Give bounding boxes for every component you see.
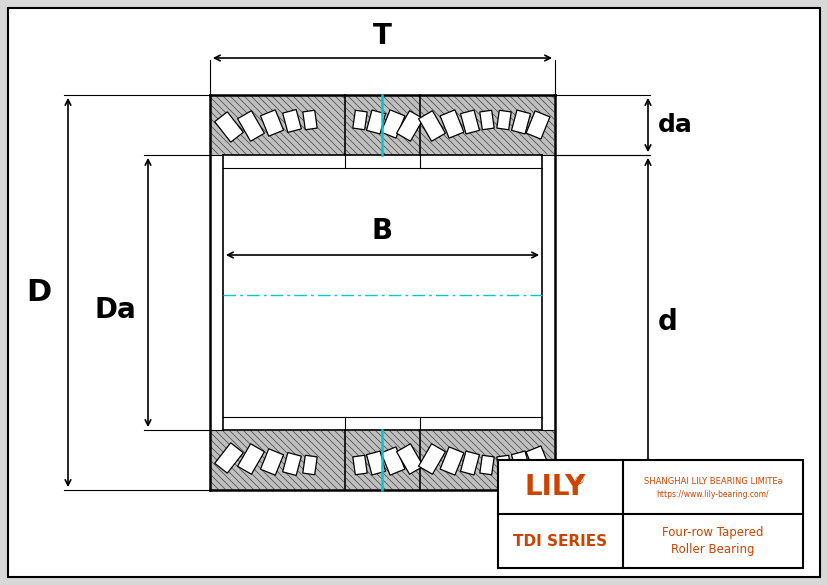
- Polygon shape: [525, 446, 549, 474]
- Polygon shape: [261, 449, 283, 475]
- Polygon shape: [479, 455, 494, 475]
- Polygon shape: [366, 451, 385, 475]
- Text: Da: Da: [94, 297, 136, 325]
- Bar: [210, 430, 345, 490]
- Polygon shape: [460, 451, 479, 475]
- Bar: [210, 95, 345, 155]
- Polygon shape: [352, 110, 366, 130]
- Text: ®: ®: [572, 476, 583, 486]
- Polygon shape: [511, 110, 530, 134]
- Polygon shape: [261, 110, 283, 136]
- Text: LILY: LILY: [524, 473, 586, 501]
- Bar: [345, 430, 419, 490]
- Text: d: d: [657, 308, 677, 336]
- Polygon shape: [511, 451, 530, 475]
- Polygon shape: [418, 444, 445, 474]
- Bar: [419, 95, 554, 155]
- Text: T: T: [373, 22, 391, 50]
- Polygon shape: [352, 455, 366, 475]
- Text: https://www.lily-bearing.com/: https://www.lily-bearing.com/: [656, 490, 768, 499]
- Polygon shape: [237, 111, 264, 141]
- Text: TDI SERIES: TDI SERIES: [513, 534, 607, 549]
- Polygon shape: [303, 455, 317, 475]
- Text: Four-row Tapered
Roller Bearing: Four-row Tapered Roller Bearing: [662, 526, 762, 556]
- Bar: [497, 460, 802, 568]
- Polygon shape: [214, 112, 243, 142]
- Polygon shape: [214, 443, 243, 473]
- Text: da: da: [657, 113, 692, 137]
- Polygon shape: [479, 110, 494, 130]
- Polygon shape: [496, 110, 510, 130]
- Polygon shape: [366, 110, 385, 134]
- Polygon shape: [282, 453, 301, 476]
- Text: SHANGHAI LILY BEARING LIMITEǝ: SHANGHAI LILY BEARING LIMITEǝ: [643, 477, 782, 486]
- Polygon shape: [440, 447, 463, 475]
- Polygon shape: [380, 447, 404, 475]
- Polygon shape: [440, 110, 463, 138]
- Polygon shape: [496, 455, 510, 475]
- Polygon shape: [282, 109, 301, 132]
- Polygon shape: [303, 110, 317, 130]
- Polygon shape: [460, 110, 479, 134]
- Text: B: B: [371, 217, 393, 245]
- Polygon shape: [396, 111, 423, 141]
- Text: D: D: [26, 278, 52, 307]
- Bar: [419, 430, 554, 490]
- Polygon shape: [237, 444, 264, 474]
- Polygon shape: [380, 110, 404, 138]
- Polygon shape: [396, 444, 423, 474]
- Polygon shape: [525, 111, 549, 139]
- Bar: [345, 95, 419, 155]
- Polygon shape: [418, 111, 445, 141]
